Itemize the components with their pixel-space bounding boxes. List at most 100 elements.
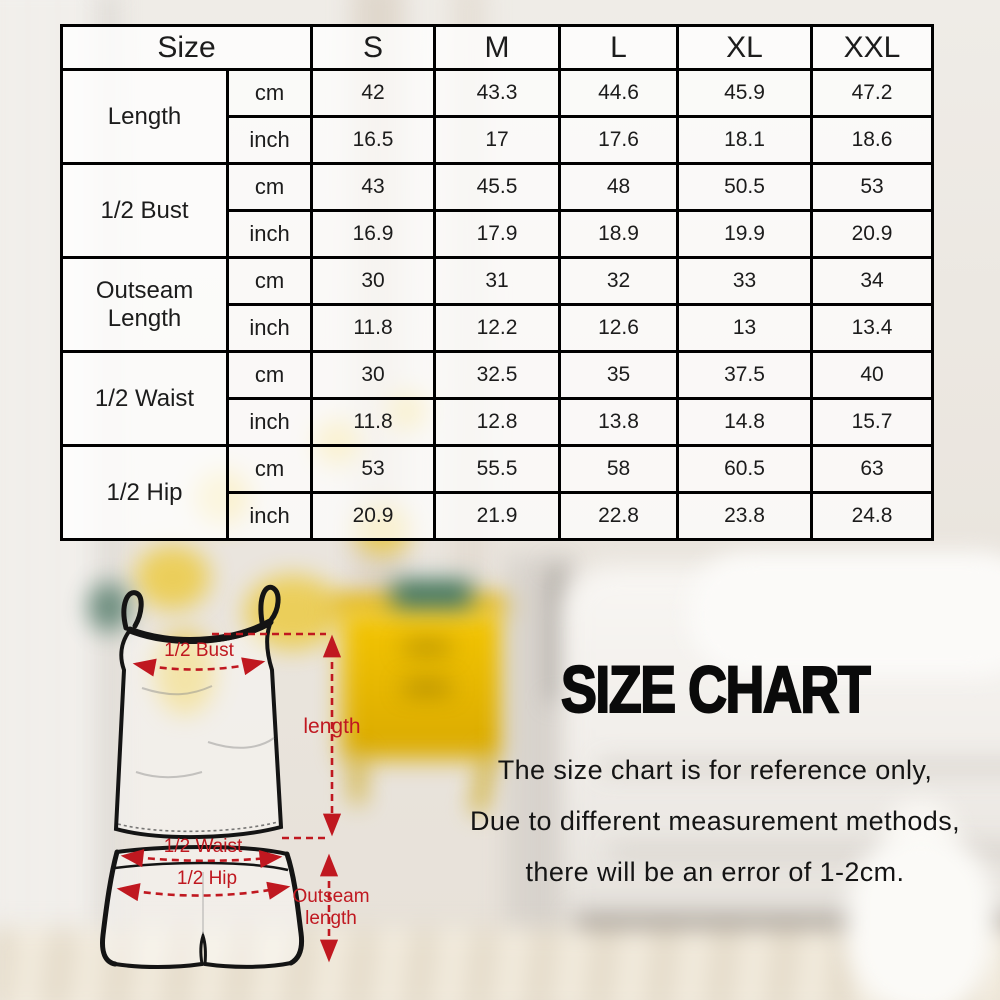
outseam-label-2: length [305, 908, 357, 929]
measurement-label: 1/2 Hip [60, 444, 229, 541]
size-value-cell: 30 [310, 256, 437, 306]
size-value-cell: 11.8 [310, 303, 437, 353]
drawer-handle [404, 684, 450, 691]
header-l: L [558, 24, 680, 71]
size-value-cell: 16.9 [310, 209, 437, 259]
nightstand-decor [392, 581, 472, 607]
size-value-cell: 18.6 [810, 115, 935, 165]
table-row: inch 16.5 17 17.6 18.1 18.6 [62, 115, 935, 165]
unit-label: inch [225, 209, 314, 259]
shorts-outline [100, 845, 305, 969]
measurement-annotations [116, 632, 342, 963]
duvet-highlight [688, 552, 1000, 677]
size-value-cell: 30 [310, 350, 437, 400]
unit-label: inch [225, 303, 314, 353]
size-value-cell: 44.6 [558, 68, 680, 118]
table-header-row: Size S M L XL XXL [59, 24, 935, 71]
hip-label: 1/2 Hip [177, 868, 237, 889]
size-value-cell: 45.5 [433, 162, 562, 212]
table-body: Length cm 42 43.3 44.6 45.9 47.2 inch 16.5 17 17.6… [60, 68, 935, 541]
size-value-cell: 43 [310, 162, 437, 212]
size-value-cell: 14.8 [676, 397, 814, 447]
waist-label: 1/2 Waist [164, 836, 243, 857]
measurement-label: Outseam Length [60, 256, 229, 353]
size-value-cell: 12.2 [433, 303, 562, 353]
size-value-cell: 11.8 [310, 397, 437, 447]
waist-arrow [120, 849, 283, 869]
size-value-cell: 13.4 [810, 303, 935, 353]
size-value-cell: 18.9 [558, 209, 680, 259]
size-value-cell: 23.8 [676, 491, 814, 541]
size-value-cell: 50.5 [676, 162, 814, 212]
size-value-cell: 35 [558, 350, 680, 400]
size-value-cell: 60.5 [676, 444, 814, 494]
size-value-cell: 19.9 [676, 209, 814, 259]
size-value-cell: 32.5 [433, 350, 562, 400]
size-value-cell: 58 [558, 444, 680, 494]
wood-floor [0, 928, 1000, 1000]
header-xxl: XXL [810, 24, 935, 71]
measurement-label: 1/2 Bust [60, 162, 229, 259]
size-value-cell: 31 [433, 256, 562, 306]
size-value-cell: 13.8 [558, 397, 680, 447]
unit-label: cm [225, 162, 314, 212]
measurement-label: Length [60, 68, 229, 165]
bed-frame-edge [552, 566, 561, 701]
unit-label: inch [225, 115, 314, 165]
size-value-cell: 34 [810, 256, 935, 306]
size-value-cell: 63 [810, 444, 935, 494]
header-size: Size [59, 24, 314, 71]
outseam-label-1: Outseam [292, 886, 369, 907]
size-value-cell: 47.2 [810, 68, 935, 118]
table-row: Length cm 42 43.3 44.6 45.9 47.2 [60, 68, 935, 165]
nightstand-leg [352, 755, 363, 803]
size-value-cell: 48 [558, 162, 680, 212]
size-value-cell: 33 [676, 256, 814, 306]
header-s: S [310, 24, 437, 71]
header-m: M [433, 24, 562, 71]
size-value-cell: 20.9 [310, 491, 437, 541]
size-value-cell: 40 [810, 350, 935, 400]
size-value-cell: 43.3 [433, 68, 562, 118]
size-value-cell: 12.8 [433, 397, 562, 447]
size-value-cell: 18.1 [676, 115, 814, 165]
hip-arrow [116, 881, 291, 902]
unit-label: inch [225, 491, 314, 541]
size-value-cell: 42 [310, 68, 437, 118]
disclaimer-line-3: there will be an error of 1-2cm. [525, 857, 905, 887]
size-value-cell: 12.6 [558, 303, 680, 353]
disclaimer-line-2: Due to different measurement methods, [469, 806, 961, 836]
table-row: inch 11.8 12.8 13.8 14.8 15.7 [62, 397, 935, 447]
disclaimer-line-1: The size chart is for reference only, [497, 755, 933, 785]
table-row: inch 11.8 12.2 12.6 13 13.4 [62, 303, 935, 353]
cat-figure [846, 832, 996, 1000]
camisole-outline [113, 584, 284, 840]
measurement-label: 1/2 Waist [60, 350, 229, 447]
size-value-cell: 24.8 [810, 491, 935, 541]
unit-label: cm [225, 68, 314, 118]
size-value-cell: 21.9 [433, 491, 562, 541]
size-value-cell: 17.9 [433, 209, 562, 259]
size-value-cell: 17.6 [558, 115, 680, 165]
table-row: inch 16.9 17.9 18.9 19.9 20.9 [62, 209, 935, 259]
length-label: length [303, 715, 360, 738]
annotation-labels: 1/2 Bust length 1/2 Waist 1/2 Hip Outsea… [164, 640, 370, 929]
page-title: SIZE CHART [560, 651, 872, 727]
size-value-cell: 45.9 [676, 68, 814, 118]
size-value-cell: 15.7 [810, 397, 935, 447]
disclaimer-text: The size chart is for reference only, Du… [425, 745, 1000, 898]
duvet-crease [600, 760, 1000, 774]
garment-measurement-diagram: 1/2 Bust length 1/2 Waist 1/2 Hip Outsea… [100, 584, 370, 969]
size-value-cell: 13 [676, 303, 814, 353]
bust-arrow [132, 657, 266, 677]
size-value-cell: 53 [310, 444, 437, 494]
bust-label: 1/2 Bust [164, 640, 234, 661]
size-value-cell: 37.5 [676, 350, 814, 400]
size-value-cell: 17 [433, 115, 562, 165]
table-row: 1/2 Bust cm 43 45.5 48 50.5 53 [60, 162, 935, 259]
unit-label: cm [225, 444, 314, 494]
size-chart-table: Size S M L XL XXL Length cm 42 43.3 44.6 45.9… [59, 24, 935, 541]
size-value-cell: 55.5 [433, 444, 562, 494]
size-value-cell: 32 [558, 256, 680, 306]
